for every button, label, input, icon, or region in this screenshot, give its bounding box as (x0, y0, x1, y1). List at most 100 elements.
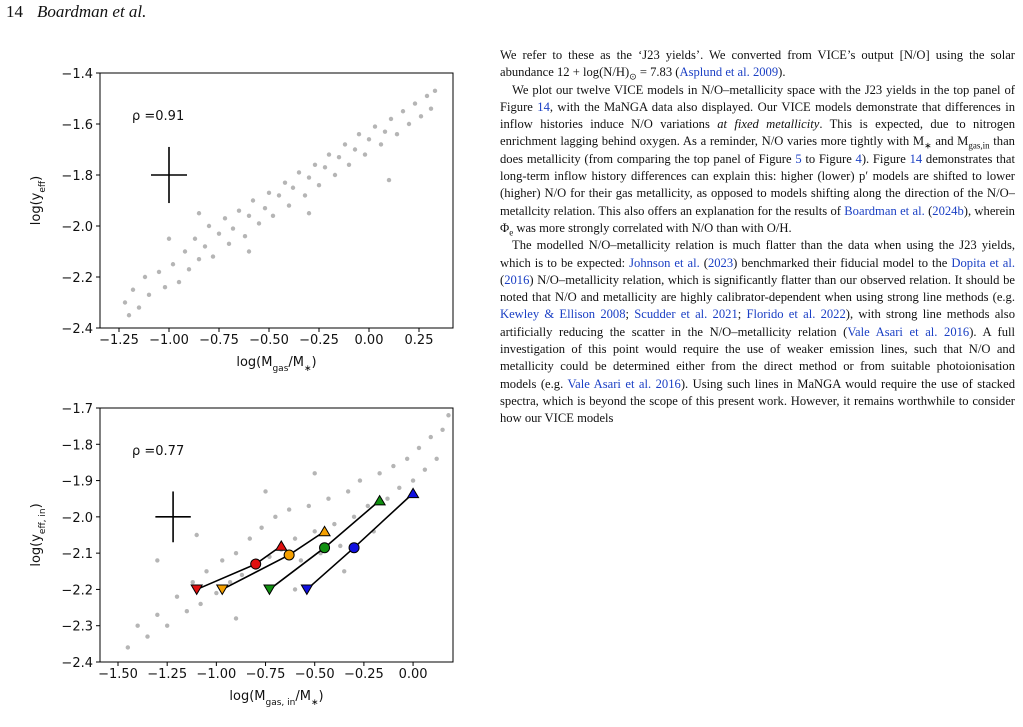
reference-link[interactable]: Kewley & Ellison 2008 (500, 307, 626, 322)
reference-link[interactable]: Johnson et al. (629, 255, 700, 270)
data-point (345, 489, 351, 494)
reference-link[interactable]: Florido et al. 2022 (746, 307, 846, 322)
label-part: /M (295, 689, 311, 704)
data-point (362, 152, 368, 157)
reference-link[interactable]: Asplund et al. 2009 (679, 65, 779, 80)
data-point (239, 572, 245, 578)
reference-link[interactable]: 2024b (932, 203, 964, 218)
data-point (273, 514, 278, 520)
model-marker (215, 584, 229, 596)
data-point (266, 190, 272, 196)
text-run: to Figure (801, 151, 856, 166)
data-point (428, 434, 433, 440)
reference-link[interactable]: 5 (795, 151, 802, 166)
subscript: ⊙ (629, 71, 637, 82)
data-point (296, 170, 302, 175)
data-point (357, 478, 363, 483)
label-subscript: ∗ (304, 364, 312, 374)
data-point (332, 521, 337, 527)
reference-link[interactable]: Boardman et al. (844, 203, 925, 218)
data-point (155, 612, 160, 618)
data-point (432, 88, 438, 94)
model-line (306, 492, 414, 591)
data-point (434, 456, 439, 461)
reference-link[interactable]: 14 (537, 99, 550, 114)
data-point (422, 467, 428, 472)
x-tick-label: −0.25 (344, 667, 384, 682)
label-part: ) (29, 176, 44, 181)
data-point (326, 496, 331, 501)
label-part: /M (288, 355, 304, 370)
y-axis-label: log(yeff) (29, 176, 48, 225)
reference-link[interactable]: 4 (855, 151, 862, 166)
data-point (292, 587, 298, 592)
data-point (356, 132, 362, 137)
data-point (306, 211, 312, 216)
data-point (372, 124, 378, 129)
data-point (156, 269, 162, 275)
x-tick-label: −0.75 (199, 333, 239, 348)
model-marker (406, 487, 420, 499)
model-marker (300, 584, 314, 596)
figure: −1.25 −1.00 −0.75 −0.50 −0.25 0.00 0.25 −2.4 −2.… (29, 67, 454, 708)
text-run: ). Figure (861, 151, 910, 166)
data-point (312, 529, 317, 534)
axes-frame (99, 72, 454, 329)
data-point (194, 532, 199, 538)
data-point (135, 623, 140, 628)
label-part: ) (29, 503, 44, 508)
text-run: ( (924, 203, 933, 218)
data-point (176, 279, 182, 285)
text-run: than does metallicity (from comparing th… (500, 134, 1015, 166)
data-point (262, 205, 268, 211)
paragraph: We plot our twelve VICE models in N/O–me… (500, 82, 1015, 238)
text-run: We refer to these as the ‘J23 yields’. W… (500, 48, 1015, 80)
data-point (351, 514, 357, 520)
data-point (386, 177, 392, 183)
data-point (170, 262, 176, 267)
reference-link[interactable]: Vale Asari et al. 2016 (847, 324, 970, 339)
data-point (247, 536, 252, 541)
text-run: ( (699, 255, 708, 270)
data-point (410, 478, 416, 483)
data-point (233, 550, 239, 556)
data-point (385, 496, 390, 501)
data-point (282, 180, 288, 185)
data-point (346, 162, 352, 167)
emphasis: at fixed metallicity (717, 117, 820, 132)
data-point (227, 579, 233, 585)
reference-link[interactable]: 14 (909, 151, 923, 166)
x-tick-label: −0.50 (295, 667, 335, 682)
data-point (418, 114, 424, 119)
model-line (196, 545, 282, 591)
reference-link[interactable]: Scudder et al. 2021 (634, 307, 738, 322)
paragraph: The modelled N/O–metallicity relation is… (500, 237, 1015, 427)
data-point (416, 445, 422, 451)
y-tick-label: −2.4 (61, 656, 93, 671)
data-point (130, 287, 136, 292)
data-point (192, 236, 198, 241)
reference-link[interactable]: Dopita et al. (951, 255, 1015, 270)
data-point (125, 645, 131, 650)
label-part: log(y (29, 192, 44, 225)
x-tick-label: −1.00 (149, 333, 189, 348)
x-axis-label: log(Mgas, in/M∗) (229, 689, 323, 708)
x-tick-label: 0.00 (355, 333, 384, 348)
data-point (394, 132, 400, 137)
data-point (184, 609, 190, 614)
y-tick-label: −2.0 (61, 511, 93, 526)
text-run: ), with strong line methods also artific… (500, 307, 1015, 339)
model-marker (318, 525, 331, 537)
data-point (196, 211, 202, 216)
data-point (352, 147, 358, 152)
data-point (190, 579, 195, 585)
reference-link[interactable]: 2023 (707, 255, 734, 270)
reference-link[interactable]: 2016 (504, 272, 530, 287)
data-point (196, 256, 202, 262)
x-tick-label: −1.50 (98, 667, 138, 682)
subscript: ∗ (924, 141, 932, 151)
reference-link[interactable]: Vale Asari et al. 2016 (567, 376, 681, 391)
data-point (290, 185, 296, 190)
data-point (242, 234, 248, 239)
